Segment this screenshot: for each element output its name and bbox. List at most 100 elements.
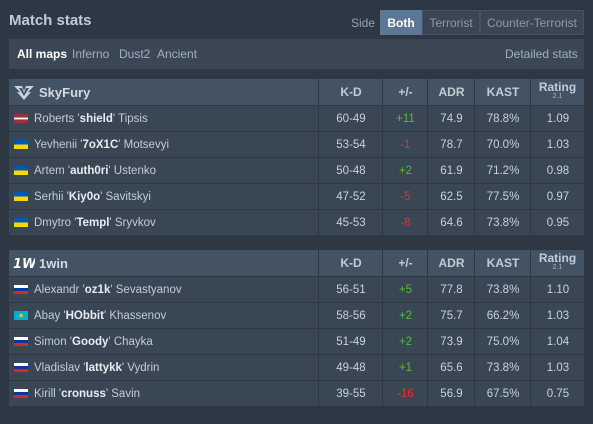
player-rating: 0.95 bbox=[530, 210, 585, 235]
player-name-link[interactable]: Simon 'Goody' Chayka bbox=[34, 336, 153, 348]
player-kast: 73.8% bbox=[474, 210, 531, 235]
team-header: 1W 1win K-D +/- ADR KAST Rating 2.1 bbox=[9, 250, 584, 276]
russia-flag-icon bbox=[14, 363, 28, 372]
player-last-name: Savin bbox=[111, 388, 141, 400]
player-last-name: Ustenko bbox=[113, 165, 156, 177]
russia-flag-icon bbox=[14, 285, 28, 294]
tab-ancient[interactable]: Ancient bbox=[157, 47, 198, 61]
player-rating: 1.04 bbox=[530, 329, 585, 354]
col-rating-header: Rating 2.1 bbox=[530, 250, 584, 276]
player-name-link[interactable]: Vladislav 'lattykk' Vydrin bbox=[34, 362, 160, 374]
player-row: Vladislav 'lattykk' Vydrin 49-48 +1 65.6 73.… bbox=[9, 354, 584, 380]
col-plusminus-header: +/- bbox=[382, 79, 428, 105]
player-plusminus: +5 bbox=[382, 277, 428, 302]
player-kd: 49-48 bbox=[318, 355, 383, 380]
player-last-name: Vydrin bbox=[127, 362, 160, 374]
col-kast-header: KAST bbox=[474, 79, 531, 105]
player-row: Artem 'auth0ri' Ustenko 50-48 +2 61.9 71.2% 0… bbox=[9, 157, 584, 183]
player-first-name: Artem bbox=[34, 165, 65, 177]
player-rating: 1.03 bbox=[530, 132, 585, 157]
player-rating: 1.09 bbox=[530, 106, 585, 131]
col-kd-header: K-D bbox=[318, 250, 383, 276]
player-rating: 0.75 bbox=[530, 381, 585, 406]
side-terrorist-button[interactable]: Terrorist bbox=[422, 10, 480, 35]
player-nickname: HObbit bbox=[65, 310, 104, 322]
tab-dust2[interactable]: Dust2 bbox=[119, 47, 151, 61]
player-adr: 73.9 bbox=[427, 329, 475, 354]
player-first-name: Simon bbox=[34, 336, 67, 348]
player-nickname: Kiy0o bbox=[68, 191, 101, 203]
side-counter-terrorist-button[interactable]: Counter-Terrorist bbox=[480, 10, 584, 35]
player-rating: 1.03 bbox=[530, 303, 585, 328]
player-last-name: Tipsis bbox=[118, 113, 148, 125]
col-rating-header: Rating 2.1 bbox=[530, 79, 584, 105]
player-first-name: Abay bbox=[34, 310, 61, 322]
player-name-link[interactable]: Yevhenii '7oX1C' Motsevyi bbox=[34, 139, 170, 151]
tab-inferno[interactable]: Inferno bbox=[72, 47, 110, 61]
player-adr: 61.9 bbox=[427, 158, 475, 183]
player-name-link[interactable]: Alexandr 'oz1k' Sevastyanov bbox=[34, 284, 182, 296]
player-row: Serhii 'Kiy0o' Savitskyi 47-52 -5 62.5 77.5%… bbox=[9, 183, 584, 209]
col-adr-header: ADR bbox=[427, 79, 475, 105]
player-nickname: Goody bbox=[72, 336, 109, 348]
player-name-link[interactable]: Abay 'HObbit' Khassenov bbox=[34, 310, 167, 322]
player-row: Alexandr 'oz1k' Sevastyanov 56-51 +5 77.8 73… bbox=[9, 276, 584, 302]
player-last-name: Motsevyi bbox=[123, 139, 170, 151]
player-kast: 67.5% bbox=[474, 381, 531, 406]
player-name-link[interactable]: Dmytro 'Templ' Sryvkov bbox=[34, 217, 156, 229]
ukraine-flag-icon bbox=[14, 166, 28, 175]
player-kd: 60-49 bbox=[318, 106, 383, 131]
player-kast: 66.2% bbox=[474, 303, 531, 328]
player-plusminus: -16 bbox=[382, 381, 428, 406]
col-adr-header: ADR bbox=[427, 250, 475, 276]
player-kast: 73.8% bbox=[474, 277, 531, 302]
player-nickname: auth0ri bbox=[70, 165, 109, 177]
rating-version: 2.1 bbox=[552, 264, 563, 271]
player-first-name: Serhii bbox=[34, 191, 64, 203]
page-title: Match stats bbox=[9, 12, 92, 29]
map-tabs: All maps Inferno Dust2 Ancient Detailed … bbox=[9, 39, 584, 69]
player-first-name: Dmytro bbox=[34, 217, 72, 229]
tab-all-maps[interactable]: All maps bbox=[17, 47, 68, 61]
player-plusminus: +2 bbox=[382, 158, 428, 183]
match-stats-header: Match stats Side Both Terrorist Counter-… bbox=[9, 0, 584, 37]
latvia-flag-icon bbox=[14, 114, 28, 123]
player-first-name: Roberts bbox=[34, 113, 75, 125]
russia-flag-icon bbox=[14, 389, 28, 398]
player-rating: 1.10 bbox=[530, 277, 585, 302]
player-kd: 47-52 bbox=[318, 184, 383, 209]
player-last-name: Khassenov bbox=[109, 310, 167, 322]
player-kast: 71.2% bbox=[474, 158, 531, 183]
player-kd: 51-49 bbox=[318, 329, 383, 354]
player-kast: 75.0% bbox=[474, 329, 531, 354]
svg-text:1W: 1W bbox=[13, 257, 35, 272]
player-row: Abay 'HObbit' Khassenov 58-56 +2 75.7 66.2% 1… bbox=[9, 302, 584, 328]
side-label: Side bbox=[351, 16, 376, 30]
player-kast: 70.0% bbox=[474, 132, 531, 157]
ukraine-flag-icon bbox=[14, 192, 28, 201]
player-name-link[interactable]: Roberts 'shield' Tipsis bbox=[34, 113, 148, 125]
player-name-link[interactable]: Kirill 'cronuss' Savin bbox=[34, 388, 141, 400]
player-last-name: Sevastyanov bbox=[115, 284, 182, 296]
player-nickname: Templ bbox=[76, 217, 110, 229]
player-rating: 0.98 bbox=[530, 158, 585, 183]
player-adr: 75.7 bbox=[427, 303, 475, 328]
player-adr: 65.6 bbox=[427, 355, 475, 380]
player-kast: 73.8% bbox=[474, 355, 531, 380]
player-first-name: Yevhenii bbox=[34, 139, 78, 151]
player-name-link[interactable]: Artem 'auth0ri' Ustenko bbox=[34, 165, 156, 177]
player-first-name: Alexandr bbox=[34, 284, 80, 296]
player-plusminus: -8 bbox=[382, 210, 428, 235]
player-plusminus: -1 bbox=[382, 132, 428, 157]
detailed-stats-link[interactable]: Detailed stats bbox=[505, 47, 578, 61]
player-plusminus: -5 bbox=[382, 184, 428, 209]
side-both-button[interactable]: Both bbox=[380, 10, 422, 35]
player-name-link[interactable]: Serhii 'Kiy0o' Savitskyi bbox=[34, 191, 151, 203]
player-adr: 56.9 bbox=[427, 381, 475, 406]
player-plusminus: +2 bbox=[382, 303, 428, 328]
player-first-name: Vladislav bbox=[34, 362, 81, 374]
russia-flag-icon bbox=[14, 337, 28, 346]
player-kast: 77.5% bbox=[474, 184, 531, 209]
team-name: 1win bbox=[39, 256, 68, 271]
kazakhstan-flag-icon bbox=[14, 311, 28, 320]
